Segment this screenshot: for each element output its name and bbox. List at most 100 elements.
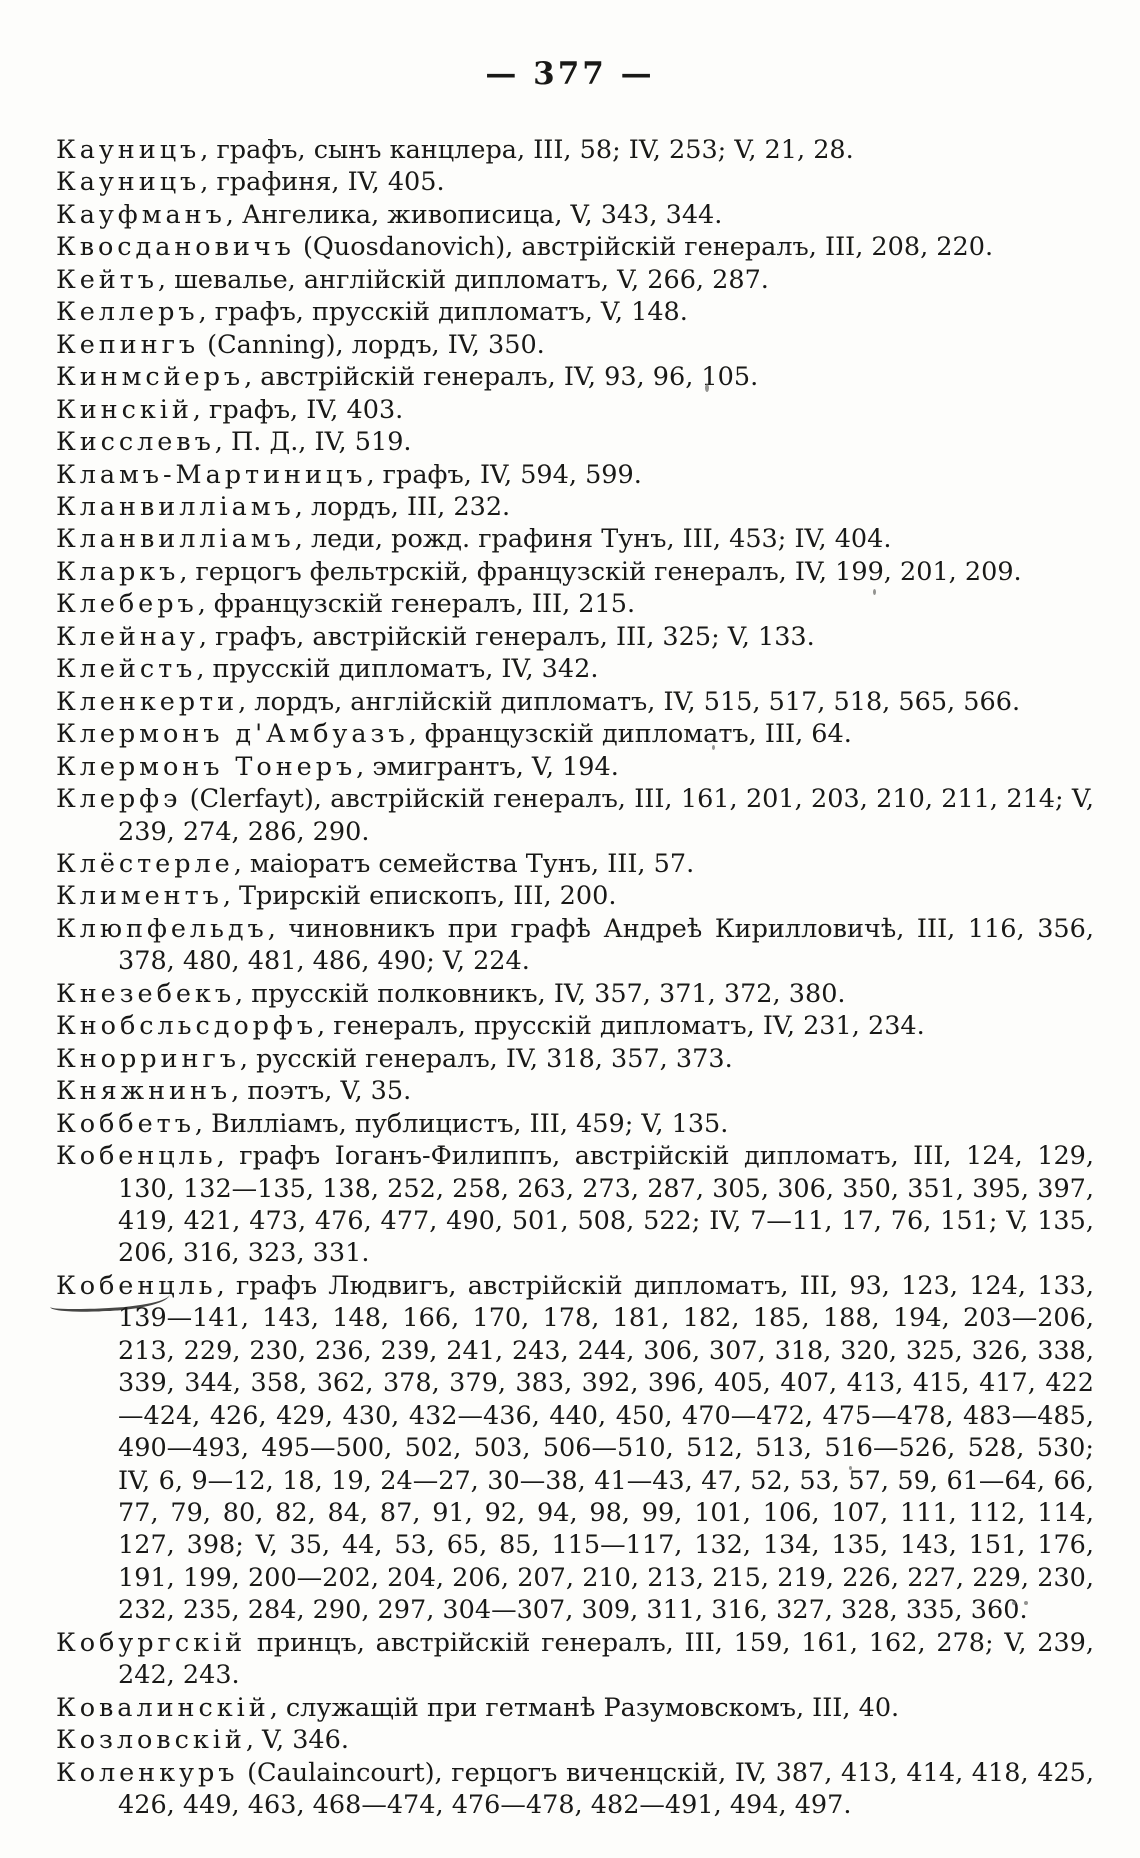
entry-references: , графъ, прусскій дипломатъ, V, 148. [198,297,688,328]
entry-references: , графиня, IV, 405. [200,167,445,198]
index-entries: Кауницъ, графъ, сынъ канцлера, III, 58; … [56,134,1094,1822]
entry-headword: Кнобсльсдорфъ [56,1011,318,1042]
index-entry: Ковалинскій, служащій при гетманѣ Разумо… [56,1692,1094,1724]
index-entry: Кисслевъ, П. Д., IV, 519. [56,426,1094,458]
entry-headword: Козловскій [56,1725,246,1756]
page-number: — 377 — [485,56,655,92]
entry-headword: Кобенцль [56,1141,217,1172]
index-entry: Клерфэ (Clerfayt), австрійскій генералъ,… [56,783,1094,848]
entry-headword: Клермонъ Тонеръ [56,751,357,782]
index-entry: Кобургскій принцъ, австрійскій генералъ,… [56,1627,1094,1692]
entry-headword: Коленкуръ [56,1757,239,1788]
entry-headword: Келлеръ [56,297,199,328]
index-entry: Кобенцль, графъ Іоганъ-Филиппъ, австрійс… [56,1140,1094,1270]
entry-headword: Кинскій [56,394,193,425]
entry-references: , прусскій полковникъ, IV, 357, 371, 372… [235,978,846,1009]
index-entry: Клеберъ, французскій генералъ, III, 215. [56,588,1094,620]
index-entry: Кейтъ, шевалье, англійскій дипломатъ, V,… [56,264,1094,296]
entry-headword: Кепингъ [56,329,200,360]
index-entry: Кноррингъ, русскій генералъ, IV, 318, 35… [56,1043,1094,1075]
entry-headword: Кейтъ [56,264,158,295]
entry-headword: Кноррингъ [56,1043,240,1074]
index-entry: Кауницъ, графиня, IV, 405. [56,166,1094,198]
entry-references: , служащій при гетманѣ Разумовскомъ, III… [269,1692,900,1723]
entry-headword: Кнезебекъ [56,978,235,1009]
entry-references: , чиновникъ при графѣ Андреѣ Кирилловичѣ… [118,913,1094,977]
index-entry: Клейнау, графъ, австрійскій генералъ, II… [56,621,1094,653]
index-entry: Кнезебекъ, прусскій полковникъ, IV, 357,… [56,978,1094,1010]
index-entry: Кобенцль, графъ Людвигъ, австрійскій дип… [56,1270,1094,1627]
entry-headword: Кобургскій [56,1627,247,1658]
entry-headword: Кланвилліамъ [56,491,295,522]
index-entry: Кинмсйеръ, австрійскій генералъ, IV, 93,… [56,361,1094,393]
index-entry: Клёстерле, маіоратъ семейства Тунъ, III,… [56,848,1094,880]
index-entry: Клейстъ, прусскій дипломатъ, IV, 342. [56,653,1094,685]
entry-references: , графъ Іоганъ-Филиппъ, австрійскій дипл… [118,1141,1094,1269]
entry-references: (Quosdanovich), австрійскій генералъ, II… [294,232,994,263]
entry-headword: Клеберъ [56,589,198,620]
entry-headword: Клёстерле [56,848,234,879]
entry-references: (Caulaincourt), герцогъ виченцскій, IV, … [118,1757,1094,1821]
entry-headword: Кламъ-Мартиницъ [56,459,367,490]
index-entry: Кланвилліамъ, лордъ, III, 232. [56,491,1094,523]
scan-artifact [1012,1601,1016,1605]
entry-headword: Клейстъ [56,654,197,685]
entry-references: , V, 346. [245,1725,349,1756]
entry-headword: Кауницъ [56,167,201,198]
entry-references: , графъ, сынъ канцлера, III, 58; IV, 253… [200,135,854,165]
scan-artifact [712,745,715,750]
index-entry: Кинскій, графъ, IV, 403. [56,394,1094,426]
entry-headword: Княжнинъ [56,1076,232,1107]
index-entry: Кланвилліамъ, леди, рожд. графиня Тунъ, … [56,523,1094,555]
entry-references: , шевалье, англійскій дипломатъ, V, 266,… [157,264,769,295]
entry-references: , русскій генералъ, IV, 318, 357, 373. [239,1043,733,1074]
entry-references: , генералъ, прусскій дипломатъ, IV, 231,… [317,1011,925,1042]
scan-artifact [1024,1601,1028,1605]
entry-references: , эмигрантъ, V, 194. [356,751,619,782]
index-entry: Кепингъ (Canning), лордъ, IV, 350. [56,329,1094,361]
entry-headword: Клюпфельдъ [56,913,268,944]
scan-artifact [705,384,709,392]
index-entry: Кауфманъ, Ангелика, живописица, V, 343, … [56,199,1094,231]
index-entry: Коленкуръ (Caulaincourt), герцогъ виченц… [56,1757,1094,1822]
index-entry: Клермонъ Тонеръ, эмигрантъ, V, 194. [56,751,1094,783]
entry-references: , Трирскій епископъ, III, 200. [222,881,617,912]
entry-references: , графъ, IV, 594, 599. [366,459,642,490]
entry-references: , графъ, IV, 403. [192,394,404,425]
entry-headword: Кауницъ [56,135,201,165]
index-entry: Коббетъ, Вилліамъ, публицистъ, III, 459;… [56,1108,1094,1140]
entry-references: , леди, рожд. графиня Тунъ, III, 453; IV… [294,524,892,555]
entry-headword: Кауфманъ [56,199,226,230]
entry-headword: Кларкъ [56,556,180,587]
index-entry: Климентъ, Трирскій епископъ, III, 200. [56,880,1094,912]
entry-references: принцъ, австрійскій генералъ, III, 159, … [118,1627,1094,1691]
entry-headword: Кобенцль [56,1270,217,1301]
entry-headword: Квосдановичъ [56,232,295,263]
index-entry: Келлеръ, графъ, прусскій дипломатъ, V, 1… [56,296,1094,328]
entry-headword: Клермонъ д'Амбуазъ [56,719,409,750]
index-entry: Квосдановичъ (Quosdanovich), австрійскій… [56,231,1094,263]
entry-references: (Clerfayt), австрійскій генералъ, III, 1… [118,784,1094,847]
entry-references: , поэтъ, V, 35. [231,1076,412,1107]
entry-headword: Кленкерти [56,686,239,717]
entry-references: , графъ Людвигъ, австрійскій дипломатъ, … [118,1270,1094,1626]
entry-references: , графъ, австрійскій генералъ, III, 325;… [198,621,815,652]
entry-references: , французскій генералъ, III, 215. [197,589,636,620]
entry-headword: Кланвилліамъ [56,524,295,555]
entry-references: , герцогъ фельтрскій, французскій генера… [179,556,1022,587]
entry-headword: Климентъ [56,881,223,912]
index-entry: Клермонъ д'Амбуазъ, французскій дипломат… [56,718,1094,750]
index-entry: Клюпфельдъ, чиновникъ при графѣ Андреѣ К… [56,913,1094,978]
entry-references: , П. Д., IV, 519. [214,427,412,458]
index-entry: Кнобсльсдорфъ, генералъ, прусскій диплом… [56,1010,1094,1042]
entry-references: , лордъ, III, 232. [294,491,511,522]
entry-references: , маіоратъ семейства Тунъ, III, 57. [233,848,695,879]
entry-headword: Кинмсйеръ [56,362,245,393]
entry-references: , Вилліамъ, публицистъ, III, 459; V, 135… [194,1108,729,1139]
index-entry: Княжнинъ, поэтъ, V, 35. [56,1075,1094,1107]
entry-references: , австрійскій генералъ, IV, 93, 96, 105. [244,362,759,393]
entry-headword: Кисслевъ [56,427,215,458]
entry-headword: Коббетъ [56,1108,195,1139]
index-entry: Кауницъ, графъ, сынъ канцлера, III, 58; … [56,134,1094,166]
entry-headword: Клерфэ [56,784,182,815]
